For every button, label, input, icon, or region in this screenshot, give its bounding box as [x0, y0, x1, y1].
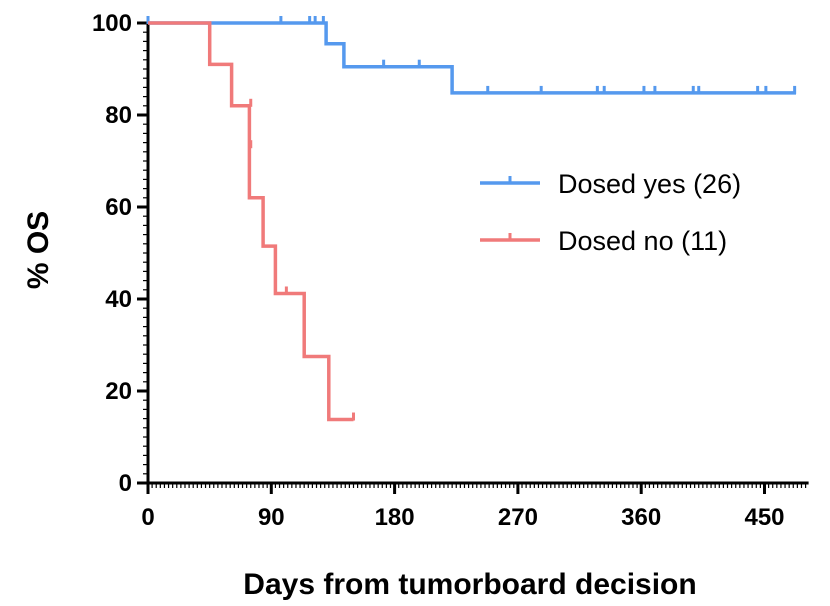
- survival-step-line: [148, 21, 354, 422]
- x-axis-ticks: 0 90 180 270 360 450: [141, 483, 785, 531]
- y-tick-label: 0: [119, 470, 132, 497]
- y-tick-label: 100: [92, 10, 132, 37]
- series-dosed-yes: [146, 16, 797, 95]
- x-tick-label: 90: [258, 504, 285, 531]
- y-tick-label: 20: [105, 378, 132, 405]
- series-group: [146, 16, 797, 422]
- x-tick-label: 450: [744, 504, 784, 531]
- series-dosed-no: [148, 21, 355, 422]
- legend-label: Dosed no (11): [558, 226, 727, 256]
- x-tick-label: 180: [375, 504, 415, 531]
- y-tick-label: 40: [105, 286, 132, 313]
- survival-step-line: [148, 21, 796, 95]
- x-tick-label: 360: [621, 504, 661, 531]
- y-axis-ticks: 0 20 40 60 80 100: [92, 10, 148, 497]
- legend-item: Dosed yes (26): [480, 169, 741, 199]
- legend-label: Dosed yes (26): [558, 169, 741, 199]
- x-tick-label: 270: [498, 504, 538, 531]
- x-tick-label: 0: [141, 504, 154, 531]
- y-tick-label: 60: [105, 194, 132, 221]
- legend-item: Dosed no (11): [480, 226, 727, 256]
- x-axis-title: Days from tumorboard decision: [243, 568, 696, 601]
- legend: Dosed yes (26) Dosed no (11): [480, 169, 741, 256]
- y-axis-title: % OS: [22, 211, 55, 289]
- y-tick-label: 80: [105, 102, 132, 129]
